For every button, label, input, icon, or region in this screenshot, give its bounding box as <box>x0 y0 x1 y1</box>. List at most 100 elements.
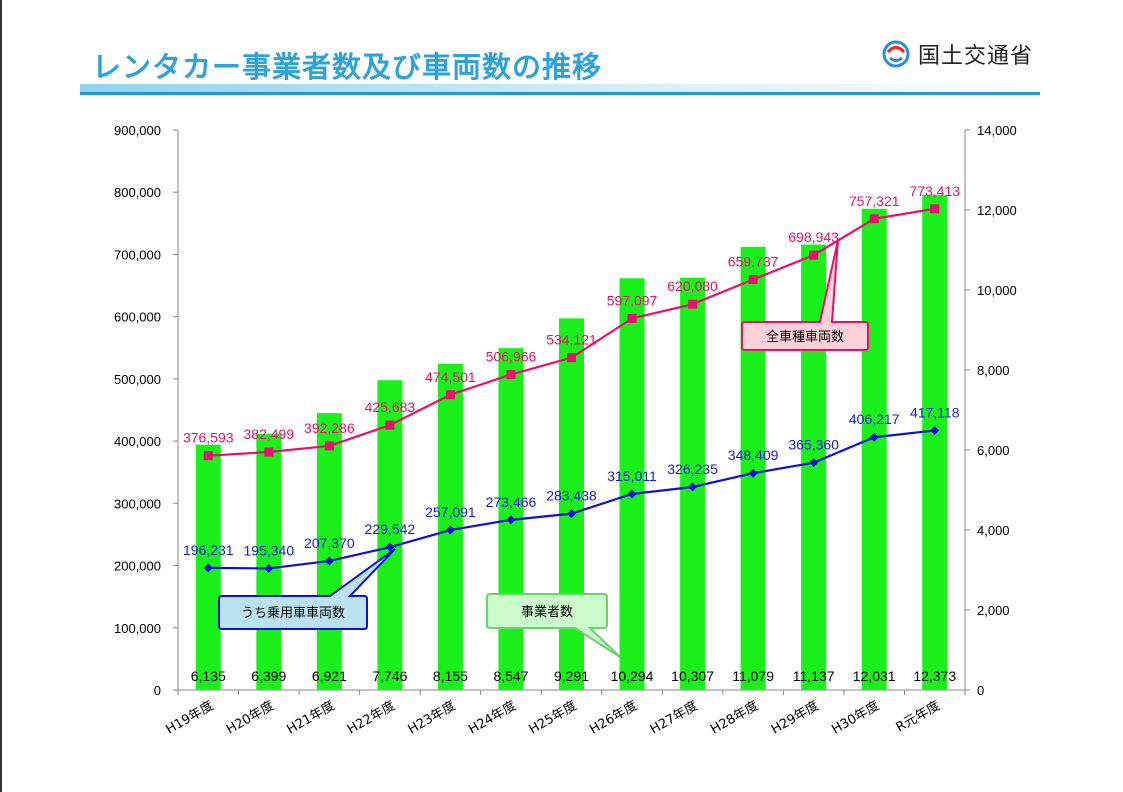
passenger-vehicles-marker <box>203 563 213 573</box>
passenger-vehicles-marker <box>385 542 395 552</box>
page-title: レンタカー事業者数及び車両数の推移 <box>92 50 603 84</box>
all-vehicles-marker <box>506 370 516 380</box>
bar-value-label: 12,031 <box>853 668 896 684</box>
all-vehicles-marker <box>385 420 395 430</box>
y-right-tick-label: 4,000 <box>977 523 1010 538</box>
all-vehicles-value-label: 659,737 <box>728 253 779 269</box>
y-left-tick-label: 300,000 <box>114 496 161 511</box>
all-vehicles-value-label: 534,121 <box>546 332 597 348</box>
bar-business-count <box>377 380 403 690</box>
x-tick-label: H22年度 <box>345 698 398 738</box>
all-vehicles-value-label: 382,499 <box>244 426 295 442</box>
bar-value-label: 10,307 <box>671 668 714 684</box>
bar-value-label: 6,399 <box>251 668 286 684</box>
bar-value-label: 8,155 <box>433 668 468 684</box>
bar-value-label: 8,547 <box>493 668 528 684</box>
x-tick-label: H21年度 <box>284 698 337 738</box>
x-tick-label: H24年度 <box>466 698 519 738</box>
all-vehicles-value-label: 392,286 <box>304 420 355 436</box>
bar-business-count <box>922 195 948 690</box>
passenger-vehicles-marker <box>627 489 637 499</box>
bar-value-label: 11,137 <box>793 668 835 684</box>
all-vehicles-value-label: 376,593 <box>183 430 234 446</box>
passenger-vehicles-value-label: 348,409 <box>728 447 779 463</box>
bar-value-label: 6,135 <box>191 668 226 684</box>
title-underline <box>80 84 1040 92</box>
callout-business-box <box>486 593 621 658</box>
passenger-vehicles-value-label: 196,231 <box>183 542 234 558</box>
y-right-tick-label: 14,000 <box>977 123 1017 138</box>
passenger-vehicles-value-label: 273,466 <box>486 494 537 510</box>
passenger-vehicles-marker <box>264 563 274 573</box>
y-right-tick-label: 6,000 <box>977 443 1010 458</box>
all-vehicles-value-label: 757,321 <box>849 193 900 209</box>
data-labels: 6,135 6,399 6,921 7,746 8,155 8,547 9,291 10,29… <box>183 183 960 684</box>
bar-series <box>195 195 948 690</box>
x-tick-label: H19年度 <box>163 698 216 738</box>
x-tick-label: R元年度 <box>893 698 943 736</box>
passenger-vehicles-value-label: 326,235 <box>667 461 718 477</box>
mlit-emblem-icon <box>882 40 910 68</box>
page-border <box>0 0 2 792</box>
bar-value-label: 11,079 <box>732 668 774 684</box>
x-tick-label: H28年度 <box>708 698 761 738</box>
callout-all-vehicles-label: 全車種車両数 <box>766 329 844 345</box>
bar-business-count <box>619 278 645 690</box>
y-left-tick-label: 500,000 <box>114 372 161 387</box>
line-series <box>203 204 940 573</box>
y-left-tick-label: 100,000 <box>114 621 161 636</box>
all-vehicles-marker <box>930 204 940 214</box>
y-left-tick-label: 600,000 <box>114 310 161 325</box>
mlit-logo: 国土交通省 <box>882 38 1033 70</box>
x-tick-label: H26年度 <box>587 698 640 738</box>
all-vehicles-value-label: 425,683 <box>365 399 416 415</box>
callout-all-vehicles-box <box>741 239 869 351</box>
x-tick-label: H27年度 <box>647 698 700 738</box>
callout-passenger-box <box>218 548 396 630</box>
all-vehicles-value-label: 597,097 <box>607 292 658 308</box>
title-rule <box>80 92 1040 95</box>
all-vehicles-value-label: 506,966 <box>486 349 537 365</box>
passenger-vehicles-marker <box>688 482 698 492</box>
bar-value-label: 6,921 <box>312 668 347 684</box>
y-left-tick-label: 200,000 <box>114 559 161 574</box>
all-vehicles-value-label: 474,501 <box>425 369 476 385</box>
all-vehicles-value-label: 620,080 <box>667 278 718 294</box>
all-vehicles-marker <box>264 447 274 457</box>
bar-value-label: 10,294 <box>611 668 654 684</box>
all-vehicles-value-label: 773,413 <box>909 183 960 199</box>
passenger-vehicles-value-label: 417,118 <box>910 404 960 420</box>
all-vehicles-marker <box>809 250 819 260</box>
passenger-vehicles-value-label: 365,360 <box>788 437 839 453</box>
x-tick-label: H25年度 <box>526 698 579 738</box>
passenger-vehicles-marker <box>445 525 455 535</box>
bar-value-label: 9,291 <box>554 668 589 684</box>
y-left-tick-label: 0 <box>154 683 161 698</box>
passenger-vehicles-value-label: 229,542 <box>365 521 416 537</box>
passenger-vehicles-value-label: 195,340 <box>244 542 295 558</box>
all-vehicles-marker <box>445 390 455 400</box>
y-left-tick-label: 700,000 <box>114 247 161 262</box>
passenger-vehicles-marker <box>567 509 576 519</box>
y-left-tick-label: 800,000 <box>114 185 161 200</box>
passenger-vehicles-marker <box>748 468 758 478</box>
bar-value-label: 12,373 <box>913 668 956 684</box>
all-vehicles-marker <box>627 313 637 323</box>
x-tick-label: H23年度 <box>405 698 458 738</box>
y-right-tick-label: 0 <box>977 683 984 698</box>
y-right-tick-label: 2,000 <box>977 603 1010 618</box>
bar-value-label: 7,746 <box>372 668 407 684</box>
y-left-tick-label: 400,000 <box>114 434 161 449</box>
passenger-vehicles-value-label: 406,217 <box>849 411 900 427</box>
passenger-vehicles-marker <box>324 556 334 566</box>
all-vehicles-marker <box>324 441 334 451</box>
callouts: 全車種車両数 うち乗用車車両数 事業者数 <box>218 239 869 658</box>
bar-business-count <box>316 413 342 690</box>
y-right-tick-label: 10,000 <box>977 283 1017 298</box>
callout-business-label: 事業者数 <box>521 604 573 620</box>
all-vehicles-marker <box>748 274 758 284</box>
all-vehicles-marker <box>203 451 213 461</box>
passenger-vehicles-value-label: 283,438 <box>546 488 597 504</box>
all-vehicles-marker <box>688 299 698 309</box>
